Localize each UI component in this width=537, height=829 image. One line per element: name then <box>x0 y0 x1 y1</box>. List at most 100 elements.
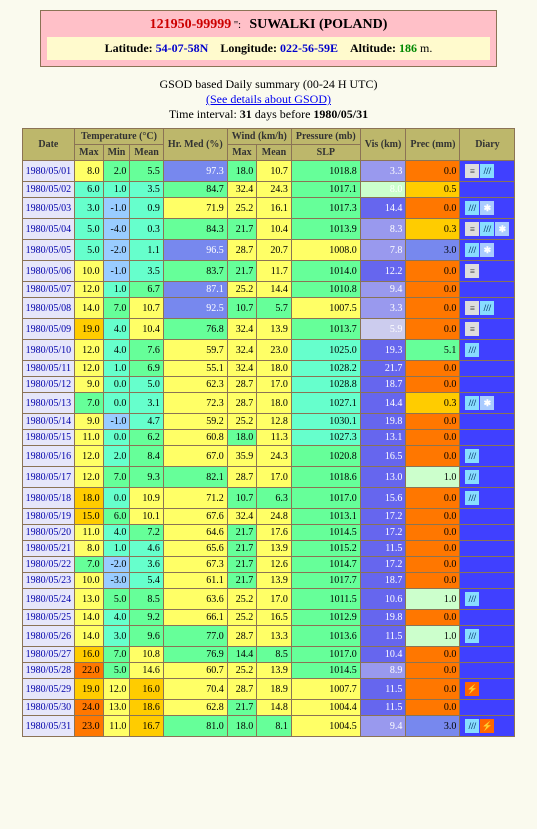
cell-hr: 84.3 <box>163 219 227 240</box>
cell-prec: 0.0 <box>406 377 460 393</box>
station-header: 121950-99999 '': SUWALKI (POLAND) Latitu… <box>40 10 497 67</box>
fog-icon: ≡ <box>465 301 479 315</box>
table-row: 1980/05/1012.04.07.659.732.423.01025.019… <box>22 340 515 361</box>
cell-tmean: 1.1 <box>130 240 163 261</box>
snow-icon: ✱ <box>495 222 509 236</box>
cell-wmean: 18.9 <box>257 679 292 700</box>
cell-tmin: 3.0 <box>103 626 130 647</box>
cell-vis: 21.7 <box>360 361 406 377</box>
cell-wmean: 17.0 <box>257 589 292 610</box>
cell-tmean: 8.5 <box>130 589 163 610</box>
cell-date: 1980/05/24 <box>22 589 75 610</box>
cell-tmean: 8.4 <box>130 446 163 467</box>
cell-slp: 1011.5 <box>291 589 360 610</box>
cell-tmin: -3.0 <box>103 573 130 589</box>
cell-wmean: 13.9 <box>257 663 292 679</box>
cell-diary <box>460 525 515 541</box>
cell-hr: 62.3 <box>163 377 227 393</box>
cell-tmax: 7.0 <box>75 557 103 573</box>
cell-diary: ≡ <box>460 261 515 282</box>
cell-tmean: 3.5 <box>130 182 163 198</box>
cell-hr: 96.5 <box>163 240 227 261</box>
cell-tmax: 11.0 <box>75 525 103 541</box>
cell-wmax: 25.2 <box>227 610 256 626</box>
cell-tmax: 23.0 <box>75 716 103 737</box>
cell-tmax: 12.0 <box>75 361 103 377</box>
cell-slp: 1012.9 <box>291 610 360 626</box>
rain-icon: /// <box>465 491 479 505</box>
cell-hr: 61.1 <box>163 573 227 589</box>
gsod-link[interactable]: (See details about GSOD) <box>206 92 331 106</box>
cell-hr: 82.1 <box>163 467 227 488</box>
cell-diary: ≡/// <box>460 161 515 182</box>
cell-diary: ///✱ <box>460 198 515 219</box>
table-row: 1980/05/1712.07.09.382.128.717.01018.613… <box>22 467 515 488</box>
table-row: 1980/05/0712.01.06.787.125.214.41010.89.… <box>22 282 515 298</box>
cell-date: 1980/05/22 <box>22 557 75 573</box>
cell-hr: 71.2 <box>163 488 227 509</box>
cell-tmin: 6.0 <box>103 509 130 525</box>
cell-wmean: 11.3 <box>257 430 292 446</box>
cell-slp: 1013.9 <box>291 219 360 240</box>
col-wind: Wind (km/h) <box>227 129 291 145</box>
data-table: Date Temperature (°C) Hr. Med (%) Wind (… <box>22 128 516 737</box>
cell-wmean: 18.0 <box>257 361 292 377</box>
cell-hr: 97.3 <box>163 161 227 182</box>
cell-tmax: 10.0 <box>75 573 103 589</box>
cell-wmax: 21.7 <box>227 573 256 589</box>
cell-hr: 92.5 <box>163 298 227 319</box>
table-row: 1980/05/2310.0-3.05.461.121.713.91017.71… <box>22 573 515 589</box>
cell-diary: ⚡ <box>460 679 515 700</box>
cell-tmin: 1.0 <box>103 182 130 198</box>
cell-vis: 13.1 <box>360 430 406 446</box>
col-date: Date <box>22 129 75 161</box>
col-diary: Diary <box>460 129 515 161</box>
cell-tmax: 15.0 <box>75 509 103 525</box>
table-row: 1980/05/137.00.03.172.328.718.01027.114.… <box>22 393 515 414</box>
cell-prec: 0.0 <box>406 610 460 626</box>
quote: '': <box>234 19 247 31</box>
cell-tmean: 16.0 <box>130 679 163 700</box>
cell-wmax: 25.2 <box>227 589 256 610</box>
cell-diary: /// <box>460 340 515 361</box>
cell-prec: 0.0 <box>406 541 460 557</box>
cell-date: 1980/05/09 <box>22 319 75 340</box>
rain-icon: /// <box>465 470 479 484</box>
cell-wmean: 17.6 <box>257 525 292 541</box>
cell-tmin: 12.0 <box>103 679 130 700</box>
cell-prec: 0.0 <box>406 700 460 716</box>
cell-date: 1980/05/04 <box>22 219 75 240</box>
cell-tmean: 3.6 <box>130 557 163 573</box>
cell-tmin: 2.0 <box>103 161 130 182</box>
cell-prec: 0.0 <box>406 198 460 219</box>
cell-tmin: 0.0 <box>103 377 130 393</box>
cell-tmin: -2.0 <box>103 240 130 261</box>
cell-tmax: 19.0 <box>75 319 103 340</box>
cell-wmean: 12.6 <box>257 557 292 573</box>
table-row: 1980/05/2716.07.010.876.914.48.51017.010… <box>22 647 515 663</box>
lat-val: 54-07-58N <box>156 41 209 55</box>
cell-wmean: 13.9 <box>257 573 292 589</box>
cell-date: 1980/05/18 <box>22 488 75 509</box>
cell-diary <box>460 557 515 573</box>
cell-prec: 0.5 <box>406 182 460 198</box>
cell-slp: 1028.2 <box>291 361 360 377</box>
cell-wmean: 5.7 <box>257 298 292 319</box>
col-prec: Prec (mm) <box>406 129 460 161</box>
cell-diary <box>460 509 515 525</box>
col-vis: Vis (km) <box>360 129 406 161</box>
interval-text: Time interval: <box>169 107 240 121</box>
table-row: 1980/05/2919.012.016.070.428.718.91007.7… <box>22 679 515 700</box>
cell-wmax: 10.7 <box>227 488 256 509</box>
cell-tmin: 11.0 <box>103 716 130 737</box>
cell-wmax: 32.4 <box>227 182 256 198</box>
cell-date: 1980/05/21 <box>22 541 75 557</box>
cell-tmin: 4.0 <box>103 525 130 541</box>
cell-diary: ///✱ <box>460 393 515 414</box>
cell-hr: 76.8 <box>163 319 227 340</box>
alt-label: Altitude: <box>350 41 399 55</box>
cell-date: 1980/05/31 <box>22 716 75 737</box>
snow-icon: ✱ <box>480 396 494 410</box>
cell-hr: 67.6 <box>163 509 227 525</box>
cell-diary <box>460 610 515 626</box>
